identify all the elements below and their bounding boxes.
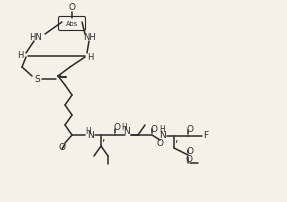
Text: F: F (203, 132, 209, 141)
Text: O: O (113, 122, 121, 132)
Text: ,: , (101, 133, 105, 143)
Text: O: O (156, 139, 164, 147)
Text: Abs: Abs (66, 20, 78, 26)
Text: O: O (187, 146, 193, 156)
Text: H: H (87, 53, 93, 61)
Text: O: O (150, 124, 158, 134)
Text: N: N (124, 126, 130, 136)
Text: O: O (185, 156, 193, 164)
Text: O: O (59, 142, 65, 152)
Text: H: H (85, 126, 91, 136)
Text: NH: NH (84, 33, 96, 41)
Text: HN: HN (29, 33, 41, 41)
Text: N: N (88, 130, 94, 140)
Text: O: O (187, 125, 193, 135)
Text: H: H (121, 123, 127, 133)
Text: H: H (17, 50, 23, 60)
Text: ,: , (174, 134, 178, 144)
Text: N: N (160, 132, 166, 141)
Text: O: O (69, 3, 75, 13)
Text: S: S (34, 75, 40, 83)
Text: H: H (159, 125, 165, 135)
